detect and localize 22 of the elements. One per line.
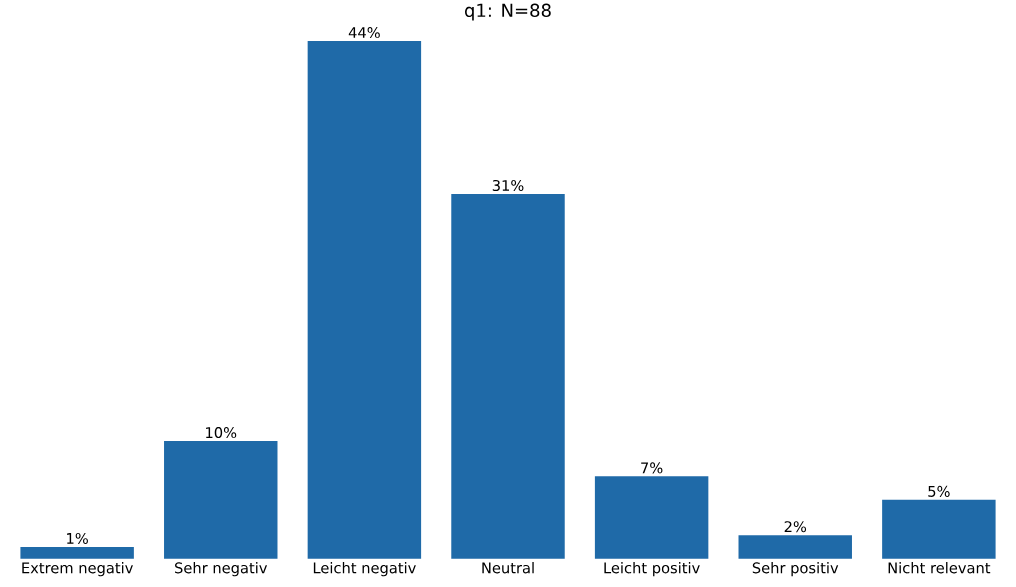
bar bbox=[307, 41, 422, 559]
data-label: 2% bbox=[784, 521, 807, 533]
x-tick-label: Extrem negativ bbox=[22, 562, 133, 577]
data-label: 31% bbox=[492, 180, 524, 192]
bar bbox=[20, 547, 134, 559]
data-label: 10% bbox=[206, 427, 237, 439]
bar bbox=[451, 194, 565, 559]
x-tick-label: Leicht positiv bbox=[604, 562, 700, 577]
bar bbox=[164, 441, 278, 559]
bar bbox=[594, 476, 709, 559]
x-tick-label: Sehr negativ bbox=[175, 562, 268, 577]
data-label: 44% bbox=[348, 27, 380, 39]
data-label: 5% bbox=[928, 485, 950, 498]
chart-title: q1: N=88 bbox=[465, 3, 551, 21]
data-label: 1% bbox=[67, 533, 88, 545]
x-tick-label: Sehr positiv bbox=[752, 562, 839, 577]
x-tick-label: Nicht relevant bbox=[888, 562, 991, 574]
bar bbox=[882, 500, 996, 559]
x-tick-label: Neutral bbox=[482, 562, 534, 574]
bar bbox=[738, 535, 852, 559]
x-tick-label: Leicht negativ bbox=[313, 562, 416, 577]
data-label: 7% bbox=[641, 462, 663, 474]
